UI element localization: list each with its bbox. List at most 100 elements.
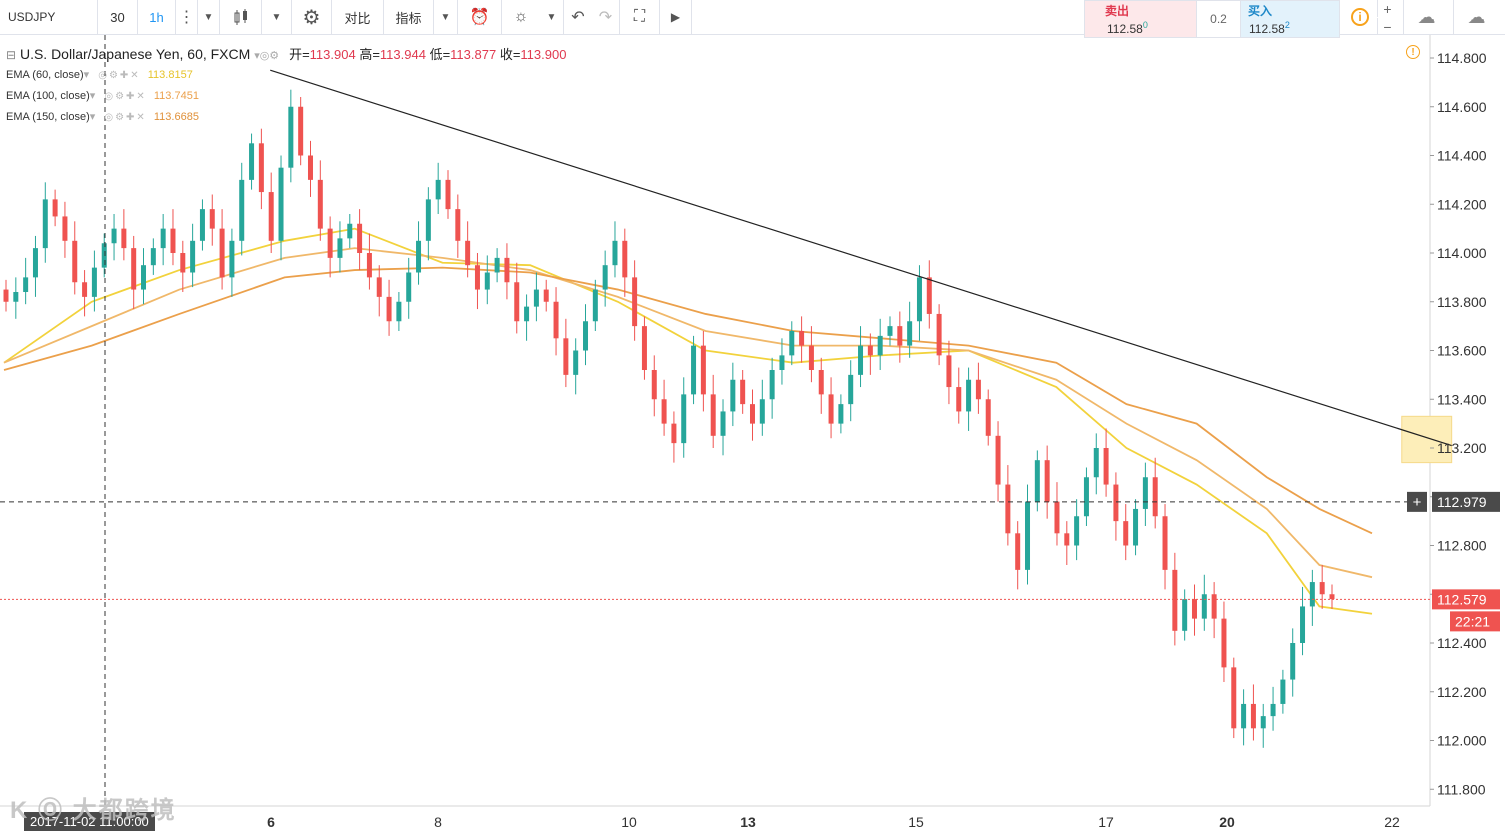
compare-label: 对比	[344, 10, 371, 26]
candle-body	[72, 240, 78, 283]
caret-down-icon: ▼	[271, 11, 282, 23]
symbol-label: USDJPY	[8, 10, 56, 24]
candle-body	[730, 379, 736, 412]
candle-body	[573, 350, 579, 375]
high-value: 113.944	[379, 47, 426, 62]
interval-1h-button[interactable]: 1h	[138, 0, 176, 34]
symbol-search[interactable]: USDJPY	[0, 0, 98, 34]
ideas-dropdown[interactable]: ▼	[540, 0, 564, 34]
candle-body	[199, 209, 205, 241]
crosshair-time-label: 2017-11-02 11:00:00	[24, 812, 155, 831]
candle-body	[1152, 477, 1158, 517]
indicator-controls-icon[interactable]: ◎⚙✚✕	[104, 112, 147, 123]
candle-body	[327, 228, 333, 258]
legend-options-icon[interactable]: ▾◎⚙	[254, 50, 280, 62]
legend-title: U.S. Dollar/Japanese Yen, 60, FXCM	[19, 46, 251, 62]
candle-body	[533, 289, 539, 307]
candle-body	[828, 394, 834, 424]
interval-dropdown[interactable]: ▼	[198, 0, 220, 34]
more-vert-icon: ⋮	[178, 9, 195, 26]
open-value: 113.904	[309, 47, 356, 62]
candle-body	[141, 265, 147, 290]
price-tick-label: 113.200	[1437, 440, 1487, 456]
crosshair-price-tag	[1432, 491, 1500, 512]
quantity-plus-button[interactable]: +	[1377, 0, 1397, 17]
indicator-name: EMA (100, close)	[6, 90, 90, 102]
price-tick-label: 114.400	[1437, 148, 1487, 164]
candle-body	[749, 404, 755, 424]
chart-alert-icon[interactable]: !	[1406, 45, 1420, 59]
interval-30-button[interactable]: 30	[98, 0, 138, 34]
info-button[interactable]: i	[1343, 0, 1377, 34]
interval-1h-label: 1h	[149, 9, 164, 25]
ideas-button[interactable]: ☼	[502, 0, 540, 34]
candle-body	[985, 399, 991, 436]
countdown-tag	[1450, 611, 1500, 632]
chart-type-dropdown[interactable]: ▼	[262, 0, 292, 34]
buy-label: 买入	[1248, 4, 1273, 18]
spread-value: 0.2	[1197, 0, 1240, 38]
candle-body	[759, 399, 765, 424]
candle-body	[1290, 643, 1296, 680]
buy-button[interactable]: 买入 112.582	[1240, 0, 1340, 38]
candle-body	[170, 228, 176, 253]
load-layout-button[interactable]: ☁	[1403, 0, 1449, 34]
plus-icon: +	[1413, 494, 1422, 511]
settings-button[interactable]: ⚙	[292, 0, 332, 34]
candle-body	[1329, 594, 1335, 600]
caret-down-icon: ▼	[440, 11, 451, 23]
fullscreen-button[interactable]: ⛶	[620, 0, 660, 34]
countdown-label: 22:21	[1455, 613, 1490, 629]
candle-body	[268, 192, 274, 241]
interval-more-button[interactable]: ⋮	[176, 0, 198, 34]
ohlc-values: 开=113.904 高=113.944 低=113.877 收=113.900	[289, 47, 566, 62]
indicator-controls-icon[interactable]: ◎⚙✚✕	[104, 91, 147, 102]
candle-body	[13, 292, 19, 302]
trendline[interactable]	[270, 69, 1452, 447]
close-label: 收=	[499, 47, 521, 62]
candle-body	[1309, 582, 1315, 607]
indicator-name: EMA (150, close)	[6, 111, 90, 123]
candle-body	[347, 223, 353, 239]
candle-body	[307, 155, 313, 180]
candle-body	[661, 399, 667, 424]
indicators-button[interactable]: 指标	[384, 0, 434, 34]
candle-body	[563, 338, 569, 375]
alert-button[interactable]: ⏰	[458, 0, 502, 34]
candle-body	[1093, 448, 1099, 478]
minus-icon: −	[1383, 18, 1392, 35]
crosshair-plus-button[interactable]	[1407, 491, 1427, 512]
candle-body	[1103, 448, 1109, 485]
watermark-logo: K Ⓞ 大都跨境	[10, 797, 177, 824]
high-label: 高=	[359, 47, 380, 62]
close-value: 113.900	[520, 47, 567, 62]
sell-button[interactable]: 卖出 112.580	[1084, 0, 1197, 38]
price-chart[interactable]: 114.800 114.600 114.400 114.200 114.000 113.8…	[0, 35, 1505, 836]
legend-collapse-icon[interactable]: ⊟	[6, 48, 17, 62]
time-tick-label: 6	[267, 814, 275, 830]
candle-body	[1015, 533, 1021, 570]
candle-body	[720, 411, 726, 436]
buy-price-pip: 2	[1284, 20, 1290, 30]
candle-body	[710, 394, 716, 436]
indicator-controls-icon[interactable]: ◎⚙✚✕	[98, 70, 141, 81]
highlight-rectangle[interactable]	[1401, 415, 1453, 464]
redo-button[interactable]: ↷	[592, 0, 620, 34]
save-layout-button[interactable]: ☁	[1453, 0, 1499, 34]
candle-body	[799, 331, 805, 346]
chart-type-button[interactable]	[220, 0, 262, 34]
candles-icon	[234, 9, 247, 25]
indicator-ema-100[interactable]: EMA (100, close)▾ ◎⚙✚✕ 113.7451	[6, 90, 199, 102]
candle-body	[1260, 716, 1266, 729]
indicators-dropdown[interactable]: ▼	[434, 0, 458, 34]
candle-body	[1133, 508, 1139, 546]
replay-button[interactable]: ▶	[660, 0, 692, 34]
indicator-ema-150[interactable]: EMA (150, close)▾ ◎⚙✚✕ 113.6685	[6, 111, 199, 123]
candle-body	[1241, 703, 1247, 729]
candle-body	[1191, 599, 1197, 619]
compare-button[interactable]: 对比	[332, 0, 384, 34]
quantity-minus-button[interactable]: −	[1377, 18, 1397, 35]
indicator-ema-60[interactable]: EMA (60, close)▾ ◎⚙✚✕ 113.8157	[6, 69, 193, 81]
candle-body	[494, 257, 500, 273]
undo-button[interactable]: ↶	[564, 0, 592, 34]
